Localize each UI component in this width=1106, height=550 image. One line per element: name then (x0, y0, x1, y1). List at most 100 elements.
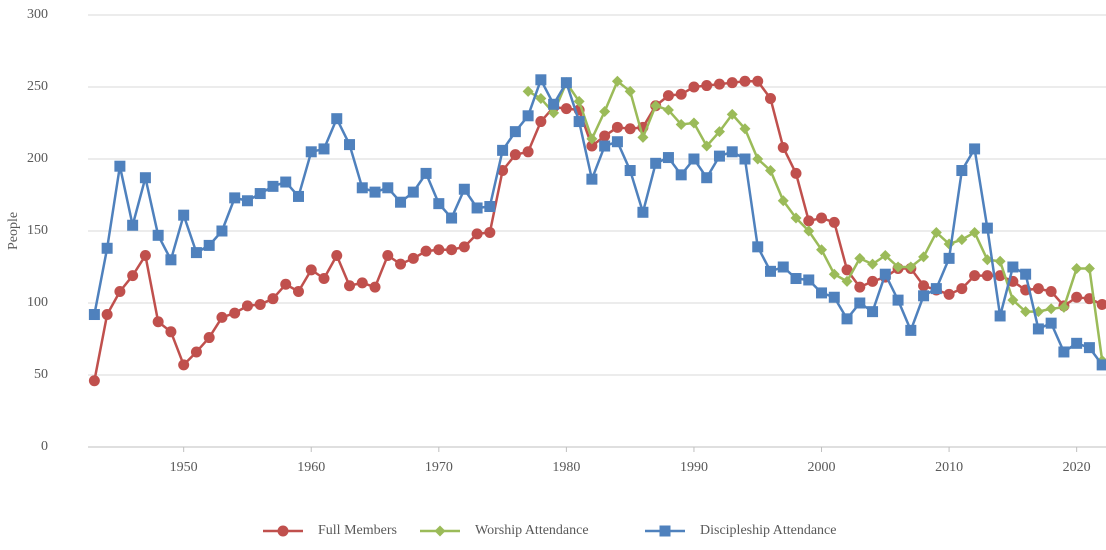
data-point (484, 201, 496, 213)
data-point (624, 85, 636, 97)
data-point (790, 273, 802, 285)
data-point (1083, 342, 1095, 354)
legend-marker (659, 525, 671, 537)
data-point (1083, 262, 1095, 274)
data-point (1032, 323, 1044, 335)
data-point (1045, 317, 1057, 329)
x-tick-label: 1970 (425, 460, 453, 475)
data-point (1020, 268, 1032, 280)
data-point (548, 98, 560, 110)
data-point (777, 261, 789, 273)
data-point (905, 261, 917, 273)
y-axis-label: People (6, 212, 21, 250)
data-point (420, 245, 432, 257)
data-point (611, 121, 623, 133)
data-point (101, 242, 113, 254)
data-point (624, 165, 636, 177)
data-point (573, 116, 585, 128)
y-tick-label: 50 (34, 367, 48, 382)
data-point (1071, 262, 1083, 274)
data-point (522, 85, 534, 97)
data-point (1032, 283, 1044, 295)
data-point (241, 300, 253, 312)
data-point (777, 141, 789, 153)
data-point (854, 297, 866, 309)
data-point (229, 307, 241, 319)
data-point (713, 126, 725, 138)
data-point (879, 249, 891, 261)
data-point (599, 130, 611, 142)
data-point (586, 140, 598, 152)
data-point (637, 206, 649, 218)
data-point (267, 180, 279, 192)
x-tick-label: 2000 (808, 460, 836, 475)
data-point (879, 268, 891, 280)
data-point (190, 247, 202, 259)
data-point (356, 182, 368, 194)
data-point (165, 326, 177, 338)
data-point (918, 280, 930, 292)
data-point (790, 212, 802, 224)
legend-label: Worship Attendance (475, 523, 589, 538)
data-point (994, 255, 1006, 267)
data-point (1096, 298, 1106, 310)
series-line (527, 79, 1104, 361)
data-point (548, 107, 560, 119)
data-point (956, 165, 968, 177)
data-point (229, 192, 241, 204)
data-point (471, 202, 483, 214)
data-point (675, 88, 687, 100)
data-point (675, 169, 687, 181)
x-tick-label: 1980 (552, 460, 580, 475)
data-point (764, 93, 776, 105)
data-point (254, 298, 266, 310)
data-point (522, 110, 534, 122)
data-point (701, 80, 713, 92)
data-point (407, 186, 419, 198)
data-point (573, 95, 585, 107)
data-point (956, 283, 968, 295)
data-point (752, 75, 764, 87)
legend-marker (434, 525, 446, 537)
data-point (446, 212, 458, 224)
data-point (433, 198, 445, 210)
data-point (127, 270, 139, 282)
data-point (458, 183, 470, 195)
data-point (420, 167, 432, 179)
data-point (178, 359, 190, 371)
data-point (190, 346, 202, 358)
data-point (969, 226, 981, 238)
data-point (497, 144, 509, 156)
x-tick-label: 1950 (170, 460, 198, 475)
data-point (509, 149, 521, 161)
data-point (535, 74, 547, 86)
data-point (292, 190, 304, 202)
data-point (165, 254, 177, 266)
data-point (816, 212, 828, 224)
data-point (867, 275, 879, 287)
data-point (1045, 285, 1057, 297)
data-point (981, 270, 993, 282)
data-point (522, 146, 534, 158)
data-point (739, 75, 751, 87)
data-point (1007, 294, 1019, 306)
data-point (560, 103, 572, 115)
data-point (918, 251, 930, 263)
data-point (752, 153, 764, 165)
data-point (586, 133, 598, 145)
data-point (216, 311, 228, 323)
data-point (280, 176, 292, 188)
data-point (1071, 291, 1083, 303)
data-point (458, 241, 470, 253)
data-point (88, 375, 100, 387)
data-point (484, 226, 496, 238)
data-point (688, 81, 700, 93)
x-tick-label: 2020 (1063, 460, 1091, 475)
data-point (305, 146, 317, 158)
data-point (127, 219, 139, 231)
data-point (535, 116, 547, 128)
data-point (599, 105, 611, 117)
data-point (994, 310, 1006, 322)
data-point (509, 126, 521, 138)
